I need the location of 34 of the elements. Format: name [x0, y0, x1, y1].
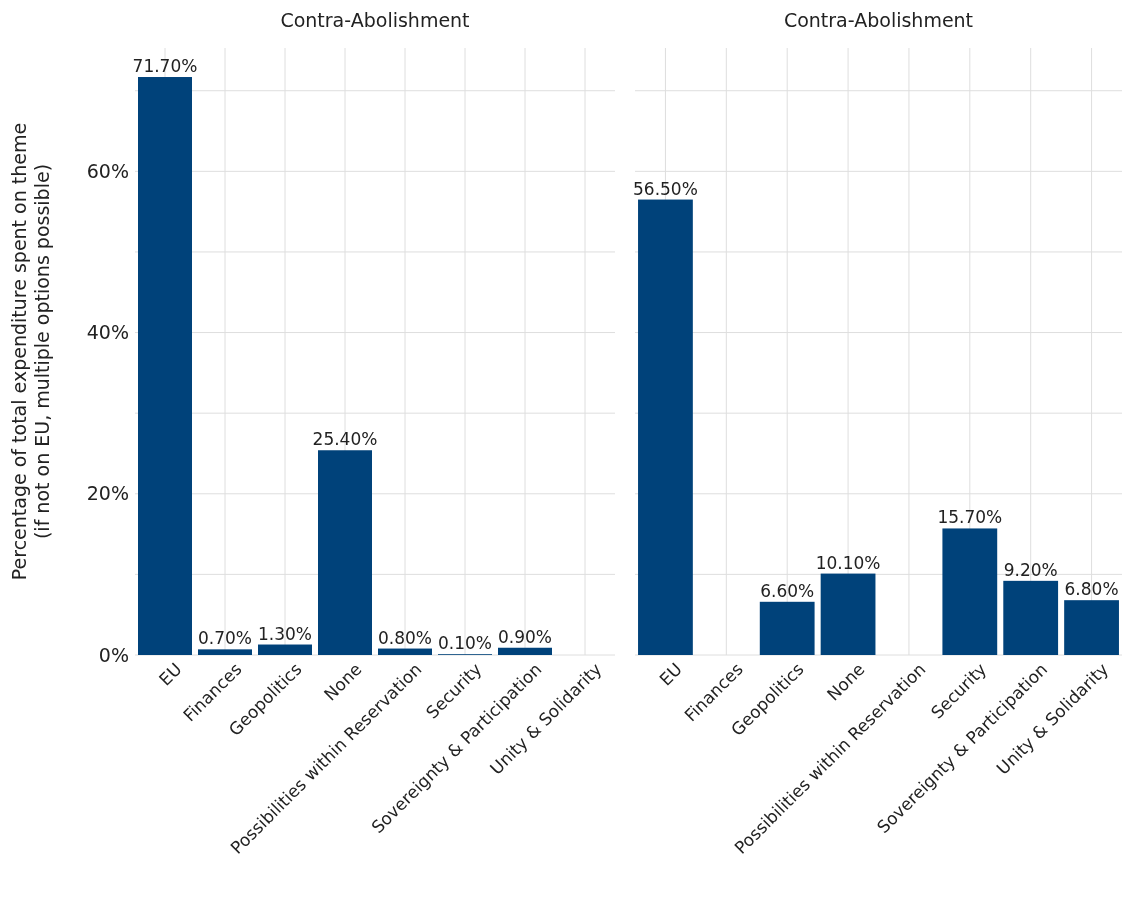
data-label: 9.20%	[1003, 559, 1058, 580]
data-label: 0.90%	[497, 626, 553, 647]
data-label: 0.70%	[197, 628, 253, 649]
data-label: 6.60%	[760, 580, 815, 601]
data-label: 6.80%	[1064, 579, 1119, 600]
data-label: 25.40%	[312, 429, 378, 450]
y-tick-label: 0%	[98, 643, 129, 666]
y-tick-label: 60%	[86, 159, 129, 182]
bar	[942, 528, 998, 655]
x-tick-label: EU	[154, 658, 186, 690]
bar	[1003, 580, 1059, 655]
chart-title: Contra-Abolishment	[280, 9, 470, 31]
data-label: 0.80%	[377, 627, 433, 648]
data-label: 10.10%	[815, 552, 881, 573]
x-tick-label: EU	[655, 658, 686, 690]
bar	[820, 573, 876, 655]
bar	[318, 450, 372, 655]
data-label: 1.30%	[257, 623, 313, 644]
bar	[1064, 600, 1119, 655]
bar	[198, 649, 252, 655]
bar	[638, 199, 693, 655]
bar	[258, 644, 312, 655]
data-label: 71.70%	[132, 56, 198, 77]
data-label: 0.10%	[437, 633, 493, 654]
y-tick-label: 40%	[86, 321, 129, 344]
bar	[759, 601, 815, 655]
data-label: 15.70%	[937, 507, 1003, 528]
chart-title: Contra-Abolishment	[783, 9, 974, 31]
y-tick-label: 20%	[86, 482, 129, 505]
bar	[378, 648, 432, 655]
data-label: 56.50%	[633, 178, 698, 199]
bar	[498, 647, 552, 655]
bar	[138, 77, 192, 655]
y-axis-title: Percentage of total expenditure spent on theme (if not on EU, multiple options possible)	[8, 122, 53, 581]
